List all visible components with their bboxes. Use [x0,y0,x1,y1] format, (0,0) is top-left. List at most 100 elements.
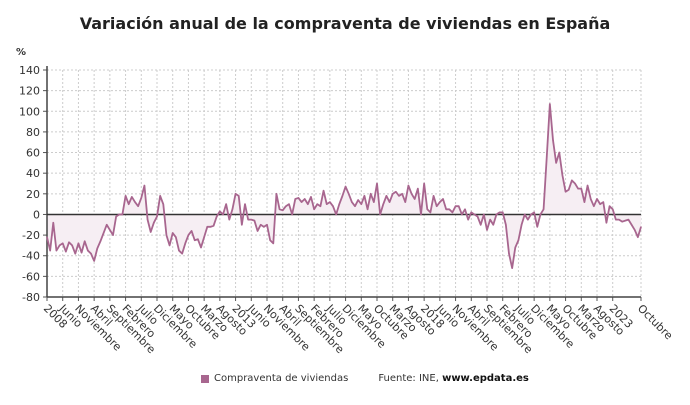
data-point [153,222,155,224]
data-point [492,224,494,226]
data-point [121,213,124,216]
data-point [115,215,117,218]
data-point [165,234,168,236]
data-point [250,219,252,221]
data-point [508,253,510,255]
data-point [159,195,161,197]
data-point [473,213,476,216]
data-point [351,201,353,203]
data-point [354,205,356,207]
data-point [109,229,111,231]
data-point [608,205,611,207]
y-tick-label: -20 [22,229,40,242]
data-point [552,139,554,141]
data-point [99,240,102,242]
data-point [49,249,51,252]
data-point [307,203,309,205]
data-point [74,253,76,255]
data-point [341,195,344,197]
data-point [200,246,202,249]
data-point [87,249,89,252]
y-tick-label: -40 [22,250,40,263]
data-point [360,203,362,205]
data-point [385,195,388,197]
data-point [84,240,86,242]
data-point [442,198,444,200]
data-point [634,229,636,231]
data-point [627,219,630,221]
data-point [558,151,560,154]
data-point [156,215,158,218]
data-point [366,208,369,210]
data-point [294,198,296,200]
data-point [630,224,633,226]
data-point [414,198,416,200]
data-point [231,208,234,210]
data-point [137,205,139,207]
data-point [272,242,274,244]
data-point [150,231,152,233]
data-point [143,184,146,187]
data-point [480,224,482,226]
data-point [461,213,463,216]
data-point [533,211,535,213]
data-point [476,215,479,218]
data-point [615,219,617,221]
source-note: Fuente: INE, www.epdata.es [378,373,529,384]
y-tick-label: 120 [19,85,40,98]
data-point [539,213,542,216]
data-point [586,184,589,187]
data-point [194,239,196,241]
data-point [470,211,472,213]
data-point [338,203,340,205]
data-point [429,211,432,213]
source-prefix: Fuente: INE, [378,373,443,384]
data-point [357,199,359,201]
data-point [514,246,516,249]
y-tick-label: -80 [22,291,40,304]
data-point [212,225,215,227]
data-point [621,221,623,223]
data-point [382,203,384,205]
source-link[interactable]: www.epdata.es [442,373,529,384]
data-point [454,205,457,207]
data-point [549,103,551,105]
data-point [206,226,208,228]
data-point [379,213,381,216]
data-point [172,232,174,234]
data-point [370,193,372,195]
chart-title: Variación anual de la compraventa de viv… [79,14,611,33]
data-point [181,253,183,255]
data-point [241,224,243,226]
data-point [571,179,573,182]
data-point [344,185,347,188]
data-point [445,208,447,210]
data-point [263,226,265,228]
data-point [637,236,639,238]
data-point [561,174,564,176]
data-point [216,215,218,218]
data-point [555,162,557,164]
data-point [388,201,391,203]
data-point [432,195,435,197]
data-point [238,195,240,197]
data-point [140,197,142,199]
data-point [71,244,73,247]
data-point [505,224,507,226]
data-point [247,219,249,221]
data-point [495,213,498,216]
data-point [52,222,54,224]
y-tick-label: -60 [22,270,40,283]
data-point [574,182,576,185]
data-point [225,203,227,205]
data-point [335,213,337,216]
data-point [219,210,221,212]
data-point [596,198,598,200]
data-point [175,236,177,238]
data-point [373,201,375,203]
data-point [278,208,281,210]
data-point [96,247,98,250]
data-point [612,208,614,210]
data-point [93,260,95,262]
data-point [511,267,513,269]
